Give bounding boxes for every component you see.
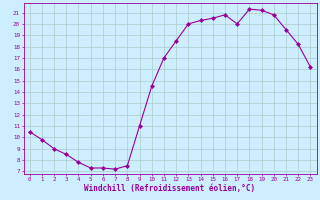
X-axis label: Windchill (Refroidissement éolien,°C): Windchill (Refroidissement éolien,°C) bbox=[84, 184, 256, 193]
